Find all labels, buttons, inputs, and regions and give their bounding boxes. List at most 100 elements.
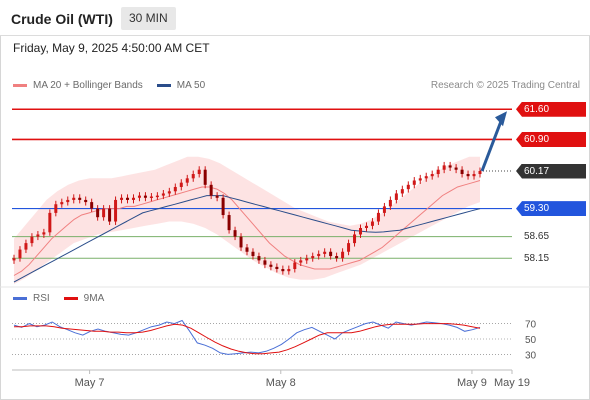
candle-body — [466, 174, 470, 177]
candle-body — [18, 249, 22, 259]
candle-body — [281, 269, 285, 272]
candle-body — [143, 195, 147, 198]
candle-body — [263, 260, 267, 265]
candle-body — [102, 208, 106, 218]
main-legend: MA 20 + Bollinger Bands MA 50 — [13, 80, 205, 91]
candle-body — [400, 189, 404, 194]
candle-body — [54, 204, 58, 213]
rsi-line — [13, 319, 481, 355]
candle-body — [108, 208, 112, 222]
candle-body — [293, 262, 297, 270]
candle-body — [221, 197, 225, 216]
candle-body — [454, 167, 458, 170]
candle-body — [191, 174, 195, 179]
candle-body — [126, 197, 130, 200]
candle-body — [430, 174, 434, 177]
level-tag-59-30: 59.30 — [516, 201, 586, 217]
candle-body — [388, 199, 392, 207]
candle-body — [137, 195, 141, 198]
time-tick-label: May 8 — [266, 377, 296, 389]
projection-arrow-shaft — [480, 120, 503, 172]
time-tick-label: May 19 — [494, 377, 530, 389]
time-tick-label: May 7 — [75, 377, 105, 389]
candle-body — [329, 251, 333, 257]
candle-body — [42, 232, 46, 235]
candle-body — [209, 184, 213, 196]
candle-body — [185, 178, 189, 183]
candle-body — [287, 269, 291, 272]
candle-body — [173, 186, 177, 192]
candle-body — [299, 260, 303, 263]
candle-body — [114, 199, 118, 222]
level-tag-58-15: 58.15 — [524, 252, 550, 264]
ma50-line — [13, 195, 481, 283]
candle-body — [394, 193, 398, 200]
ma50-legend-swatch — [156, 84, 171, 87]
candle-body — [347, 243, 351, 252]
candle-body — [472, 174, 476, 177]
candle-body — [149, 196, 153, 198]
candle-body — [364, 225, 368, 228]
candle-body — [370, 221, 374, 226]
candle-body — [412, 180, 416, 185]
candle-body — [382, 206, 386, 213]
candle-body — [36, 234, 40, 237]
candle-body — [66, 199, 70, 203]
candle-body — [335, 256, 339, 259]
timeframe-button[interactable]: 30 MIN — [121, 7, 176, 30]
candle-body — [72, 197, 76, 200]
candle-body — [257, 256, 261, 261]
candle-body — [275, 266, 279, 270]
candle-body — [359, 228, 363, 235]
candle-body — [323, 251, 327, 254]
candle-body — [269, 264, 273, 267]
candle-body — [203, 169, 207, 185]
candle-body — [161, 193, 165, 196]
rsi-legend-label: RSI — [33, 293, 50, 304]
candle-body — [239, 236, 243, 248]
chart-datetime: Friday, May 9, 2025 4:50:00 AM CET — [13, 41, 210, 55]
candle-body — [406, 184, 410, 190]
candle-body — [317, 253, 321, 257]
candle-body — [418, 178, 422, 181]
candle-body — [60, 202, 64, 205]
candle-body — [353, 234, 357, 244]
rsi-legend: RSI 9MA — [13, 293, 104, 304]
rsi-tick-label: 30 — [525, 350, 537, 361]
level-tag-60-90: 60.90 — [516, 131, 586, 147]
candle-body — [155, 195, 159, 198]
candle-body — [24, 243, 28, 250]
candle-body — [376, 212, 380, 222]
candle-body — [90, 202, 94, 209]
candle-body — [215, 195, 219, 198]
candle-body — [424, 176, 428, 179]
rsi-ma9-line — [14, 323, 481, 355]
ma9-legend-label: 9MA — [83, 293, 105, 304]
candle-body — [448, 165, 452, 168]
ma9-legend-swatch — [63, 297, 78, 300]
candle-body — [245, 247, 249, 252]
copyright-text: Research © 2025 Trading Central — [430, 80, 580, 91]
instrument-title: Crude Oil (WTI) — [11, 11, 113, 27]
candle-body — [131, 197, 135, 200]
candle-body — [78, 197, 82, 200]
ma50-legend-label: MA 50 — [176, 80, 206, 91]
candle-body — [311, 256, 315, 259]
level-tag-61-60: 61.60 — [516, 101, 586, 117]
candle-body — [30, 236, 34, 244]
candle-body — [84, 199, 88, 203]
chart-header: Crude Oil (WTI) 30 MIN — [0, 0, 590, 36]
ma20-legend-swatch — [13, 84, 27, 87]
level-tag-58-65: 58.65 — [524, 231, 550, 243]
candle-body — [478, 171, 482, 175]
candle-body — [48, 212, 52, 233]
ma20-legend-label: MA 20 + Bollinger Bands — [33, 80, 143, 91]
rsi-tick-label: 70 — [525, 320, 537, 331]
rsi-tick-label: 50 — [525, 335, 537, 346]
level-tag-60-17: 60.17 — [516, 163, 586, 179]
time-tick-label: May 9 — [457, 377, 487, 389]
ma20-line — [13, 180, 481, 276]
candle-body — [233, 230, 237, 237]
candle-body — [460, 169, 464, 175]
